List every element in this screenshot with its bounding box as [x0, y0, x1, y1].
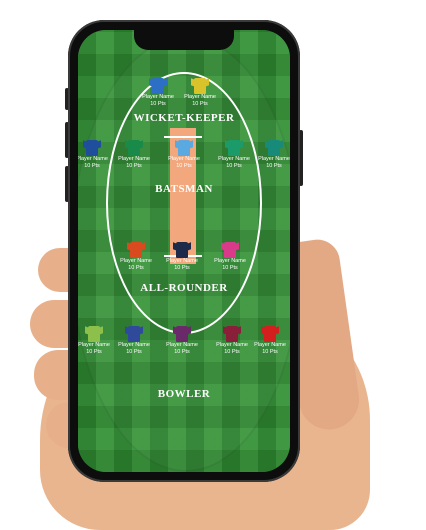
jersey-icon [130, 242, 142, 258]
player-card[interactable]: Player Name 10 Pts [164, 242, 200, 272]
player-card[interactable]: Player Name 10 Pts [116, 140, 152, 170]
player-card[interactable]: Player Name 10 Pts [78, 326, 112, 356]
player-card[interactable]: Player Name 10 Pts [182, 78, 218, 108]
player-name: Player Name [78, 342, 110, 348]
jersey-icon [128, 140, 140, 156]
crease-line [164, 136, 202, 138]
jersey-icon [128, 326, 140, 342]
zone-label-wicket-keeper: WICKET-KEEPER [133, 112, 235, 124]
player-name: Player Name [78, 156, 108, 162]
jersey-icon [176, 242, 188, 258]
jersey-icon [86, 140, 98, 156]
player-points: 10 Pts [174, 265, 190, 271]
jersey-icon [178, 140, 190, 156]
player-points: 10 Pts [126, 163, 142, 169]
player-name: Player Name [142, 94, 174, 100]
player-name: Player Name [254, 342, 286, 348]
player-name: Player Name [258, 156, 290, 162]
player-name: Player Name [166, 342, 198, 348]
player-card[interactable]: Player Name 10 Pts [216, 140, 252, 170]
player-points: 10 Pts [174, 349, 190, 355]
player-card[interactable]: Player Name 10 Pts [166, 140, 202, 170]
phone-side-button [65, 166, 69, 202]
player-name: Player Name [214, 258, 246, 264]
jersey-icon [88, 326, 100, 342]
player-points: 10 Pts [84, 163, 100, 169]
player-name: Player Name [218, 156, 250, 162]
player-points: 10 Pts [192, 101, 208, 107]
player-card[interactable]: Player Name 10 Pts [164, 326, 200, 356]
player-points: 10 Pts [176, 163, 192, 169]
player-name: Player Name [118, 156, 150, 162]
jersey-icon [152, 78, 164, 94]
player-points: 10 Pts [86, 349, 102, 355]
player-name: Player Name [120, 258, 152, 264]
player-points: 10 Pts [222, 265, 238, 271]
jersey-icon [224, 242, 236, 258]
player-name: Player Name [216, 342, 248, 348]
player-points: 10 Pts [128, 265, 144, 271]
player-card[interactable]: Player Name 10 Pts [116, 326, 152, 356]
jersey-icon [228, 140, 240, 156]
zone-label-batsman: BATSMAN [155, 183, 213, 195]
player-card[interactable]: Player Name 10 Pts [118, 242, 154, 272]
player-card[interactable]: Player Name 10 Pts [214, 326, 250, 356]
player-card[interactable]: Player Name 10 Pts [256, 140, 290, 170]
phone-notch [134, 30, 234, 50]
phone-side-button [65, 122, 69, 158]
zone-label-all-rounder: ALL-ROUNDER [140, 282, 228, 294]
player-points: 10 Pts [266, 163, 282, 169]
phone-screen: WICKET-KEEPER BATSMAN ALL-ROUNDER BOWLER… [78, 30, 290, 472]
player-card[interactable]: Player Name 10 Pts [140, 78, 176, 108]
player-name: Player Name [168, 156, 200, 162]
phone: WICKET-KEEPER BATSMAN ALL-ROUNDER BOWLER… [68, 20, 300, 482]
player-name: Player Name [118, 342, 150, 348]
jersey-icon [268, 140, 280, 156]
player-card[interactable]: Player Name 10 Pts [212, 242, 248, 272]
jersey-icon [264, 326, 276, 342]
jersey-icon [194, 78, 206, 94]
jersey-icon [176, 326, 188, 342]
player-card[interactable]: Player Name 10 Pts [78, 140, 110, 170]
cricket-field: WICKET-KEEPER BATSMAN ALL-ROUNDER BOWLER… [78, 30, 290, 472]
phone-side-button [65, 88, 69, 110]
player-card[interactable]: Player Name 10 Pts [252, 326, 288, 356]
player-points: 10 Pts [224, 349, 240, 355]
player-name: Player Name [184, 94, 216, 100]
zone-label-bowler: BOWLER [157, 388, 211, 400]
phone-side-button [299, 130, 303, 186]
player-points: 10 Pts [226, 163, 242, 169]
player-points: 10 Pts [126, 349, 142, 355]
player-points: 10 Pts [262, 349, 278, 355]
player-points: 10 Pts [150, 101, 166, 107]
player-name: Player Name [166, 258, 198, 264]
jersey-icon [226, 326, 238, 342]
